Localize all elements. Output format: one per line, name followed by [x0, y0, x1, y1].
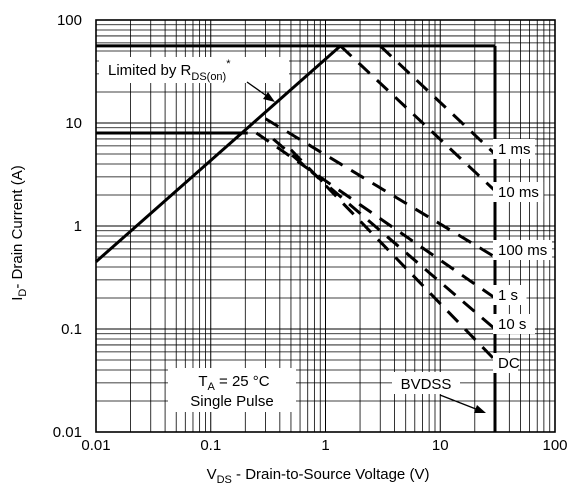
bvdss-arrow-line [439, 394, 482, 412]
x-tick-label: 10 [432, 437, 449, 454]
y-tick-label: 1 [74, 218, 82, 235]
x-tick-labels: 0.01 0.1 1 10 100 [81, 437, 567, 454]
series-line [339, 44, 497, 192]
series-lines [95, 44, 497, 362]
bvdss-annotation: BVDSS [392, 372, 486, 413]
series-label-bg [493, 314, 535, 334]
x-tick-label: 100 [542, 437, 567, 454]
series-label-bg [493, 139, 535, 159]
y-tick-labels: 0.01 0.1 1 10 100 [53, 12, 82, 441]
single-pulse-label: Single Pulse [190, 393, 273, 410]
series-label: 10 s [498, 316, 526, 333]
limited-by-arrowhead [263, 92, 275, 102]
series-label: 100 ms [498, 242, 547, 259]
series-label-bg [493, 285, 527, 305]
series-label: 1 ms [498, 141, 531, 158]
series-label: DC [498, 355, 520, 372]
series-label: 10 ms [498, 184, 539, 201]
plot-frame [95, 19, 556, 433]
limited-by-label: Limited by RDS(on)* [108, 58, 231, 83]
series-line [95, 44, 342, 263]
limited-by-rdson-annotation: Limited by RDS(on)* [99, 57, 289, 102]
series-labels: 1 ms 10 ms 100 ms 1 s 10 s DC [493, 139, 552, 373]
series-line [379, 44, 497, 156]
y-tick-label: 100 [57, 12, 82, 29]
x-axis-title: VDS - Drain-to-Source Voltage (V) [207, 466, 430, 486]
test-conditions-box: TA = 25 °C Single Pulse [168, 368, 296, 412]
y-tick-label: 10 [65, 115, 82, 132]
series-label-bg [493, 353, 518, 373]
ambient-temperature-label: TA = 25 °C [198, 373, 269, 393]
x-tick-label: 0.1 [200, 437, 221, 454]
series-label-bg [493, 182, 544, 202]
bvdss-label: BVDSS [401, 376, 452, 393]
bvdss-arrowhead [474, 405, 486, 413]
series-label-bg [493, 240, 552, 260]
y-tick-label: 0.01 [53, 424, 82, 441]
series-label: 1 s [498, 287, 518, 304]
y-axis-title: ID- Drain Current (A) [9, 165, 29, 300]
x-tick-label: 0.01 [81, 437, 110, 454]
y-tick-label: 0.1 [61, 321, 82, 338]
x-tick-label: 1 [321, 437, 329, 454]
series-line [264, 117, 496, 259]
